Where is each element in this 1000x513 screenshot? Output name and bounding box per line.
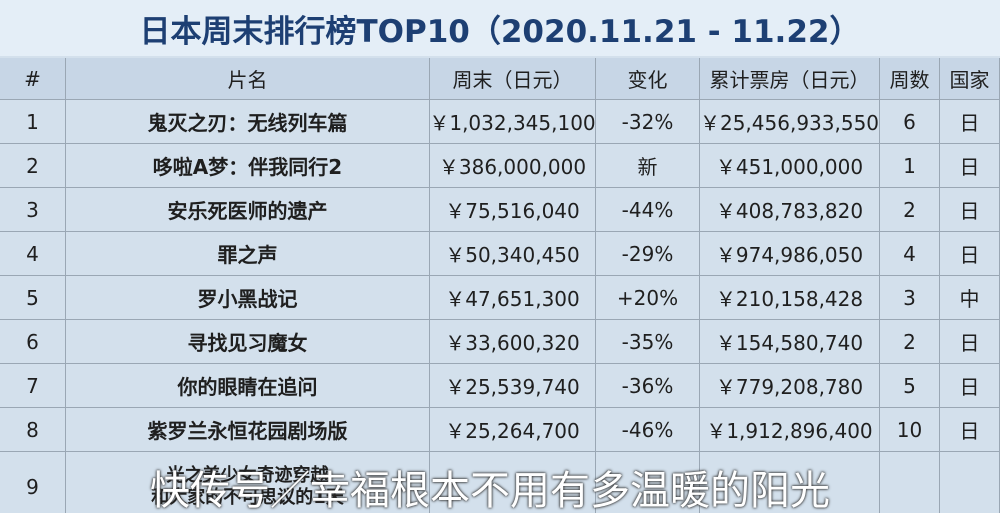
table-cell: ￥210,158,428 [700, 276, 880, 320]
table-cell: 4 [0, 232, 66, 276]
table-cell: ￥1,912,896,400 [700, 408, 880, 452]
table-cell: 2 [880, 188, 940, 232]
table-cell: +20% [596, 276, 700, 320]
table-cell: 8 [0, 408, 66, 452]
column-header: 周末（日元） [430, 58, 596, 100]
column-header: 变化 [596, 58, 700, 100]
film-title: 寻找见习魔女 [66, 320, 430, 364]
table-cell: 6 [880, 100, 940, 144]
film-title: 鬼灭之刃：无线列车篇 [66, 100, 430, 144]
table-cell: 日 [940, 144, 1000, 188]
table-cell: 7 [0, 364, 66, 408]
table-cell: ￥154,580,740 [700, 320, 880, 364]
column-header: 累计票房（日元） [700, 58, 880, 100]
table-cell: 中 [940, 276, 1000, 320]
column-header: 片名 [66, 58, 430, 100]
table-cell: ￥50,340,450 [430, 232, 596, 276]
table-cell: ￥779,208,780 [700, 364, 880, 408]
title-line: 光之美少女奇迹穿越 [166, 464, 329, 486]
film-title: 罪之声 [66, 232, 430, 276]
table-cell: ￥1,032,345,100 [430, 100, 596, 144]
table-cell [940, 452, 1000, 513]
table-cell: -29% [596, 232, 700, 276]
table-cell: -46% [596, 408, 700, 452]
table-cell: 3 [880, 276, 940, 320]
title-line: 和大家的不可思议的1天 [151, 486, 344, 508]
table-cell: 10 [880, 408, 940, 452]
table-cell: -36% [596, 364, 700, 408]
table-cell: 9 [0, 452, 66, 513]
table-cell: ￥451,000,000 [700, 144, 880, 188]
table-cell: -35% [596, 320, 700, 364]
film-title: 紫罗兰永恒花园剧场版 [66, 408, 430, 452]
table-cell [700, 452, 880, 513]
watermark: 快传号／幸福根本不用有多温暖的阳光 [150, 468, 830, 513]
table-cell: 5 [0, 276, 66, 320]
table-cell: ￥408,783,820 [700, 188, 880, 232]
table-cell: 日 [940, 100, 1000, 144]
table-cell [880, 452, 940, 513]
table-cell: 4 [880, 232, 940, 276]
column-header: 国家 [940, 58, 1000, 100]
title: 日本周末排行榜TOP10（2020.11.21 - 11.22） [0, 0, 1000, 56]
table-cell: 日 [940, 408, 1000, 452]
table-cell: 日 [940, 232, 1000, 276]
table-cell: ￥75,516,040 [430, 188, 596, 232]
table-cell [430, 452, 596, 513]
table-cell: 日 [940, 188, 1000, 232]
table-cell: 新 [596, 144, 700, 188]
table-cell: 2 [880, 320, 940, 364]
film-title: 罗小黑战记 [66, 276, 430, 320]
table-cell: 日 [940, 364, 1000, 408]
film-title: 安乐死医师的遗产 [66, 188, 430, 232]
column-header: # [0, 58, 66, 100]
table-cell: ￥25,264,700 [430, 408, 596, 452]
column-header: 周数 [880, 58, 940, 100]
table-cell: 6 [0, 320, 66, 364]
table-cell: 日 [940, 320, 1000, 364]
film-title: 你的眼睛在追问 [66, 364, 430, 408]
table-cell [596, 452, 700, 513]
table-cell: 1 [880, 144, 940, 188]
table-cell: ￥386,000,000 [430, 144, 596, 188]
table-cell: 3 [0, 188, 66, 232]
table-cell: 5 [880, 364, 940, 408]
table-cell: 1 [0, 100, 66, 144]
table-cell: ￥25,456,933,550 [700, 100, 880, 144]
table-cell: ￥974,986,050 [700, 232, 880, 276]
table-cell: ￥25,539,740 [430, 364, 596, 408]
film-title: 哆啦A梦：伴我同行2 [66, 144, 430, 188]
table-cell: ￥33,600,320 [430, 320, 596, 364]
film-title: 光之美少女奇迹穿越 和大家的不可思议的1天 [66, 452, 430, 513]
table-cell: -44% [596, 188, 700, 232]
table-cell: 2 [0, 144, 66, 188]
table-cell: ￥47,651,300 [430, 276, 596, 320]
table-cell: -32% [596, 100, 700, 144]
